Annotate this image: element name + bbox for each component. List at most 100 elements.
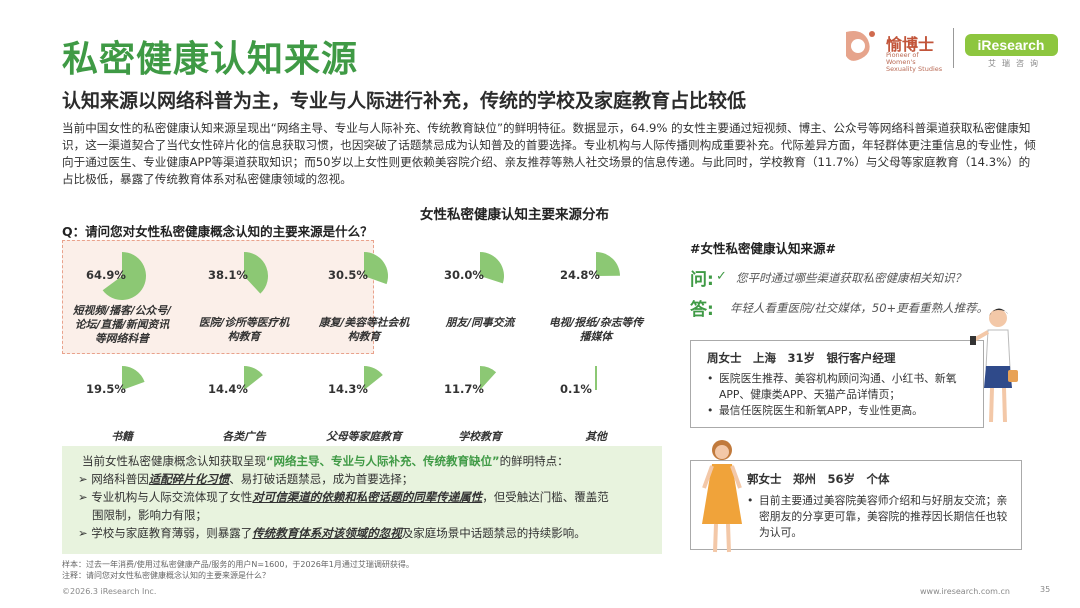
pie-slice (364, 252, 388, 285)
pie-item: 19.5% 书籍 (62, 360, 182, 470)
pie-item: 0.1% 其他 (536, 360, 656, 470)
pie-slice (596, 252, 620, 276)
pie-category-label: 医院/诊所等医疗机构教育 (198, 316, 290, 343)
pie-slice (122, 366, 145, 390)
qa-hashtag: #女性私密健康认知来源# (690, 241, 836, 256)
pie-value-label: 30.0% (444, 268, 484, 282)
pie-category-label: 父母等家庭教育 (326, 430, 402, 443)
website-link[interactable]: www.iresearch.com.cn (920, 587, 1010, 596)
pie-value-label: 19.5% (86, 382, 126, 396)
summary-lead-prefix: 当前女性私密健康概念认知获取呈现 (82, 454, 266, 468)
pie-slice (480, 366, 497, 390)
pie-chart (102, 252, 146, 300)
page-title: 私密健康认知来源 (62, 39, 359, 80)
pie-chart (596, 252, 620, 276)
pie-item: 11.7% 学校教育 (420, 360, 540, 470)
pie-item: 24.8% 电视/报纸/杂志等传播媒体 (536, 246, 656, 356)
summary-bullet-2-cont: 围限制，影响力有限； (92, 508, 207, 522)
summary-text: 专业机构与人际交流体现了女性 (91, 490, 253, 504)
pie-category-label: 康复/美容等社会机构教育 (318, 316, 410, 343)
summary-text: 网络科普因 (91, 472, 149, 486)
woman-figure-icon (970, 308, 1018, 423)
summary-lead-emph: “网络主导、专业与人际补充、传统教育缺位” (266, 454, 500, 468)
pie-value-label: 11.7% (444, 382, 484, 396)
pie-item: 30.0% 朋友/同事交流 (420, 246, 540, 356)
copyright: ©2026.3 iResearch Inc. (62, 587, 157, 596)
pie-item: 38.1% 医院/诊所等医疗机构教育 (184, 246, 304, 356)
pie-chart (480, 252, 505, 284)
pie-category-label: 朋友/同事交流 (445, 316, 515, 329)
summary-lead: 当前女性私密健康概念认知获取呈现“网络主导、专业与人际补充、传统教育缺位”的鲜明… (82, 452, 569, 470)
pie-value-label: 64.9% (86, 268, 126, 282)
arrow-icon: ➢ (78, 526, 92, 540)
pie-slice (364, 366, 383, 390)
summary-emph: 传统教育体系对该领域的忽视 (252, 526, 402, 540)
pie-slice (244, 366, 263, 390)
pie-chart (480, 366, 497, 390)
persona-item: 目前主要通过美容院美容师介绍和与好朋友交流；亲密朋友的分享更可靠，美容院的推荐因… (747, 493, 1009, 541)
pie-item: 64.9% 短视频/播客/公众号/论坛/直播/新闻资讯等网络科普 (62, 246, 182, 356)
pie-chart (244, 252, 269, 294)
pie-slice (102, 252, 146, 300)
persona-card-1: 周女士 上海 31岁 银行客户经理 医院医生推荐、美容机构顾问沟通、小红书、新氧… (690, 340, 984, 428)
intro-paragraph: 当前中国女性的私密健康认知来源呈现出“网络主导、专业与人际补充、传统教育缺位”的… (62, 121, 1036, 186)
brand-logo-tagline: Pioneer of Women's Sexuality Studies (886, 51, 943, 73)
pie-chart (364, 366, 383, 390)
pie-value-label: 0.1% (560, 382, 592, 396)
pie-category-label: 电视/报纸/杂志等传播媒体 (548, 316, 644, 343)
pie-slice (244, 252, 269, 294)
iresearch-logo-cn: 艾瑞咨询 (988, 59, 1044, 68)
summary-bullet-2: ➢ 专业机构与人际交流体现了女性对可信渠道的依赖和私密话题的同辈传递属性，但受触… (78, 488, 609, 506)
qa-question-text: 您平时通过哪些渠道获取私密健康相关知识？ (736, 271, 966, 285)
pie-slice (480, 252, 505, 284)
pie-category-label: 学校教育 (458, 430, 502, 443)
footnote-sample: 样本：过去一年消费/使用过私密健康产品/服务的用户N=1600，于2026年1月… (62, 560, 414, 569)
pie-category-label: 短视频/播客/公众号/论坛/直播/新闻资讯等网络科普 (72, 304, 172, 345)
pie-item: 14.4% 各类广告 (184, 360, 304, 470)
summary-bullet-1: ➢ 网络科普因适配碎片化习惯、易打破话题禁忌，成为首要选择； (78, 470, 413, 488)
persona-header: 郭女士 郑州 56岁 个体 (747, 472, 890, 486)
summary-bullet-3: ➢ 学校与家庭教育薄弱，则暴露了传统教育体系对该领域的忽视及家庭场景中话题禁忌的… (78, 524, 586, 542)
chart-title: 女性私密健康认知主要来源分布 (420, 207, 609, 223)
summary-text: 、易打破话题禁忌，成为首要选择； (229, 472, 414, 486)
iresearch-logo-icon: iResearch (965, 34, 1058, 56)
summary-lead-suffix: 的鲜明特点： (499, 454, 569, 468)
qa-answer-label: 答: (690, 300, 714, 320)
page-number: 35 (1040, 585, 1051, 594)
summary-text: ，但受触达门槛、覆盖范 (482, 490, 609, 504)
footnote: 样本：过去一年消费/使用过私密健康产品/服务的用户N=1600，于2026年1月… (62, 560, 414, 581)
check-icon: ✓ (716, 269, 727, 284)
pie-chart (364, 252, 388, 285)
pie-value-label: 14.3% (328, 382, 368, 396)
pie-item: 30.5% 康复/美容等社会机构教育 (304, 246, 424, 356)
logo-area: 愉博士 Pioneer of Women's Sexuality Studies… (840, 22, 1060, 78)
pie-category-label: 各类广告 (222, 430, 266, 443)
pie-value-label: 30.5% (328, 268, 368, 282)
persona-header: 周女士 上海 31岁 银行客户经理 (707, 351, 896, 365)
pie-value-label: 38.1% (208, 268, 248, 282)
summary-text: 学校与家庭教育薄弱，则暴露了 (91, 526, 253, 540)
iresearch-logo-text: iResearch (978, 37, 1045, 53)
brand-logo-text: 愉博士 (886, 35, 935, 54)
pie-category-label: 其他 (585, 430, 607, 443)
pie-category-label: 书籍 (111, 430, 133, 443)
page-subtitle: 认知来源以网络科普为主，专业与人际进行补充，传统的学校及家庭教育占比较低 (62, 90, 747, 112)
summary-text: 及家庭场景中话题禁忌的持续影响。 (401, 526, 586, 540)
arrow-icon: ➢ (78, 472, 92, 486)
footnote-note: 注释：请问您对女性私密健康概念认知的主要来源是什么？ (62, 570, 270, 580)
woman-figure-icon (702, 440, 742, 553)
summary-emph: 对可信渠道的依赖和私密话题的同辈传递属性 (252, 490, 483, 504)
pie-chart (244, 366, 263, 390)
arrow-icon: ➢ (78, 490, 92, 504)
pie-item: 14.3% 父母等家庭教育 (304, 360, 424, 470)
pie-value-label: 24.8% (560, 268, 600, 282)
persona-list: 目前主要通过美容院美容师介绍和与好朋友交流；亲密朋友的分享更可靠，美容院的推荐因… (747, 493, 1009, 541)
pie-value-label: 14.4% (208, 382, 248, 396)
persona-item: 医院医生推荐、美容机构顾问沟通、小红书、新氧APP、健康类APP、天猫产品详情页… (707, 371, 977, 403)
pie-chart (122, 366, 145, 390)
summary-emph: 适配碎片化习惯 (148, 472, 230, 486)
chart-question: Q：请问您对女性私密健康概念认知的主要来源是什么？ (62, 224, 373, 239)
persona-list: 医院医生推荐、美容机构顾问沟通、小红书、新氧APP、健康类APP、天猫产品详情页… (707, 371, 977, 419)
persona-card-2: 郭女士 郑州 56岁 个体 目前主要通过美容院美容师介绍和与好朋友交流；亲密朋友… (690, 460, 1022, 550)
summary-box: 当前女性私密健康概念认知获取呈现“网络主导、专业与人际补充、传统教育缺位”的鲜明… (62, 446, 662, 554)
